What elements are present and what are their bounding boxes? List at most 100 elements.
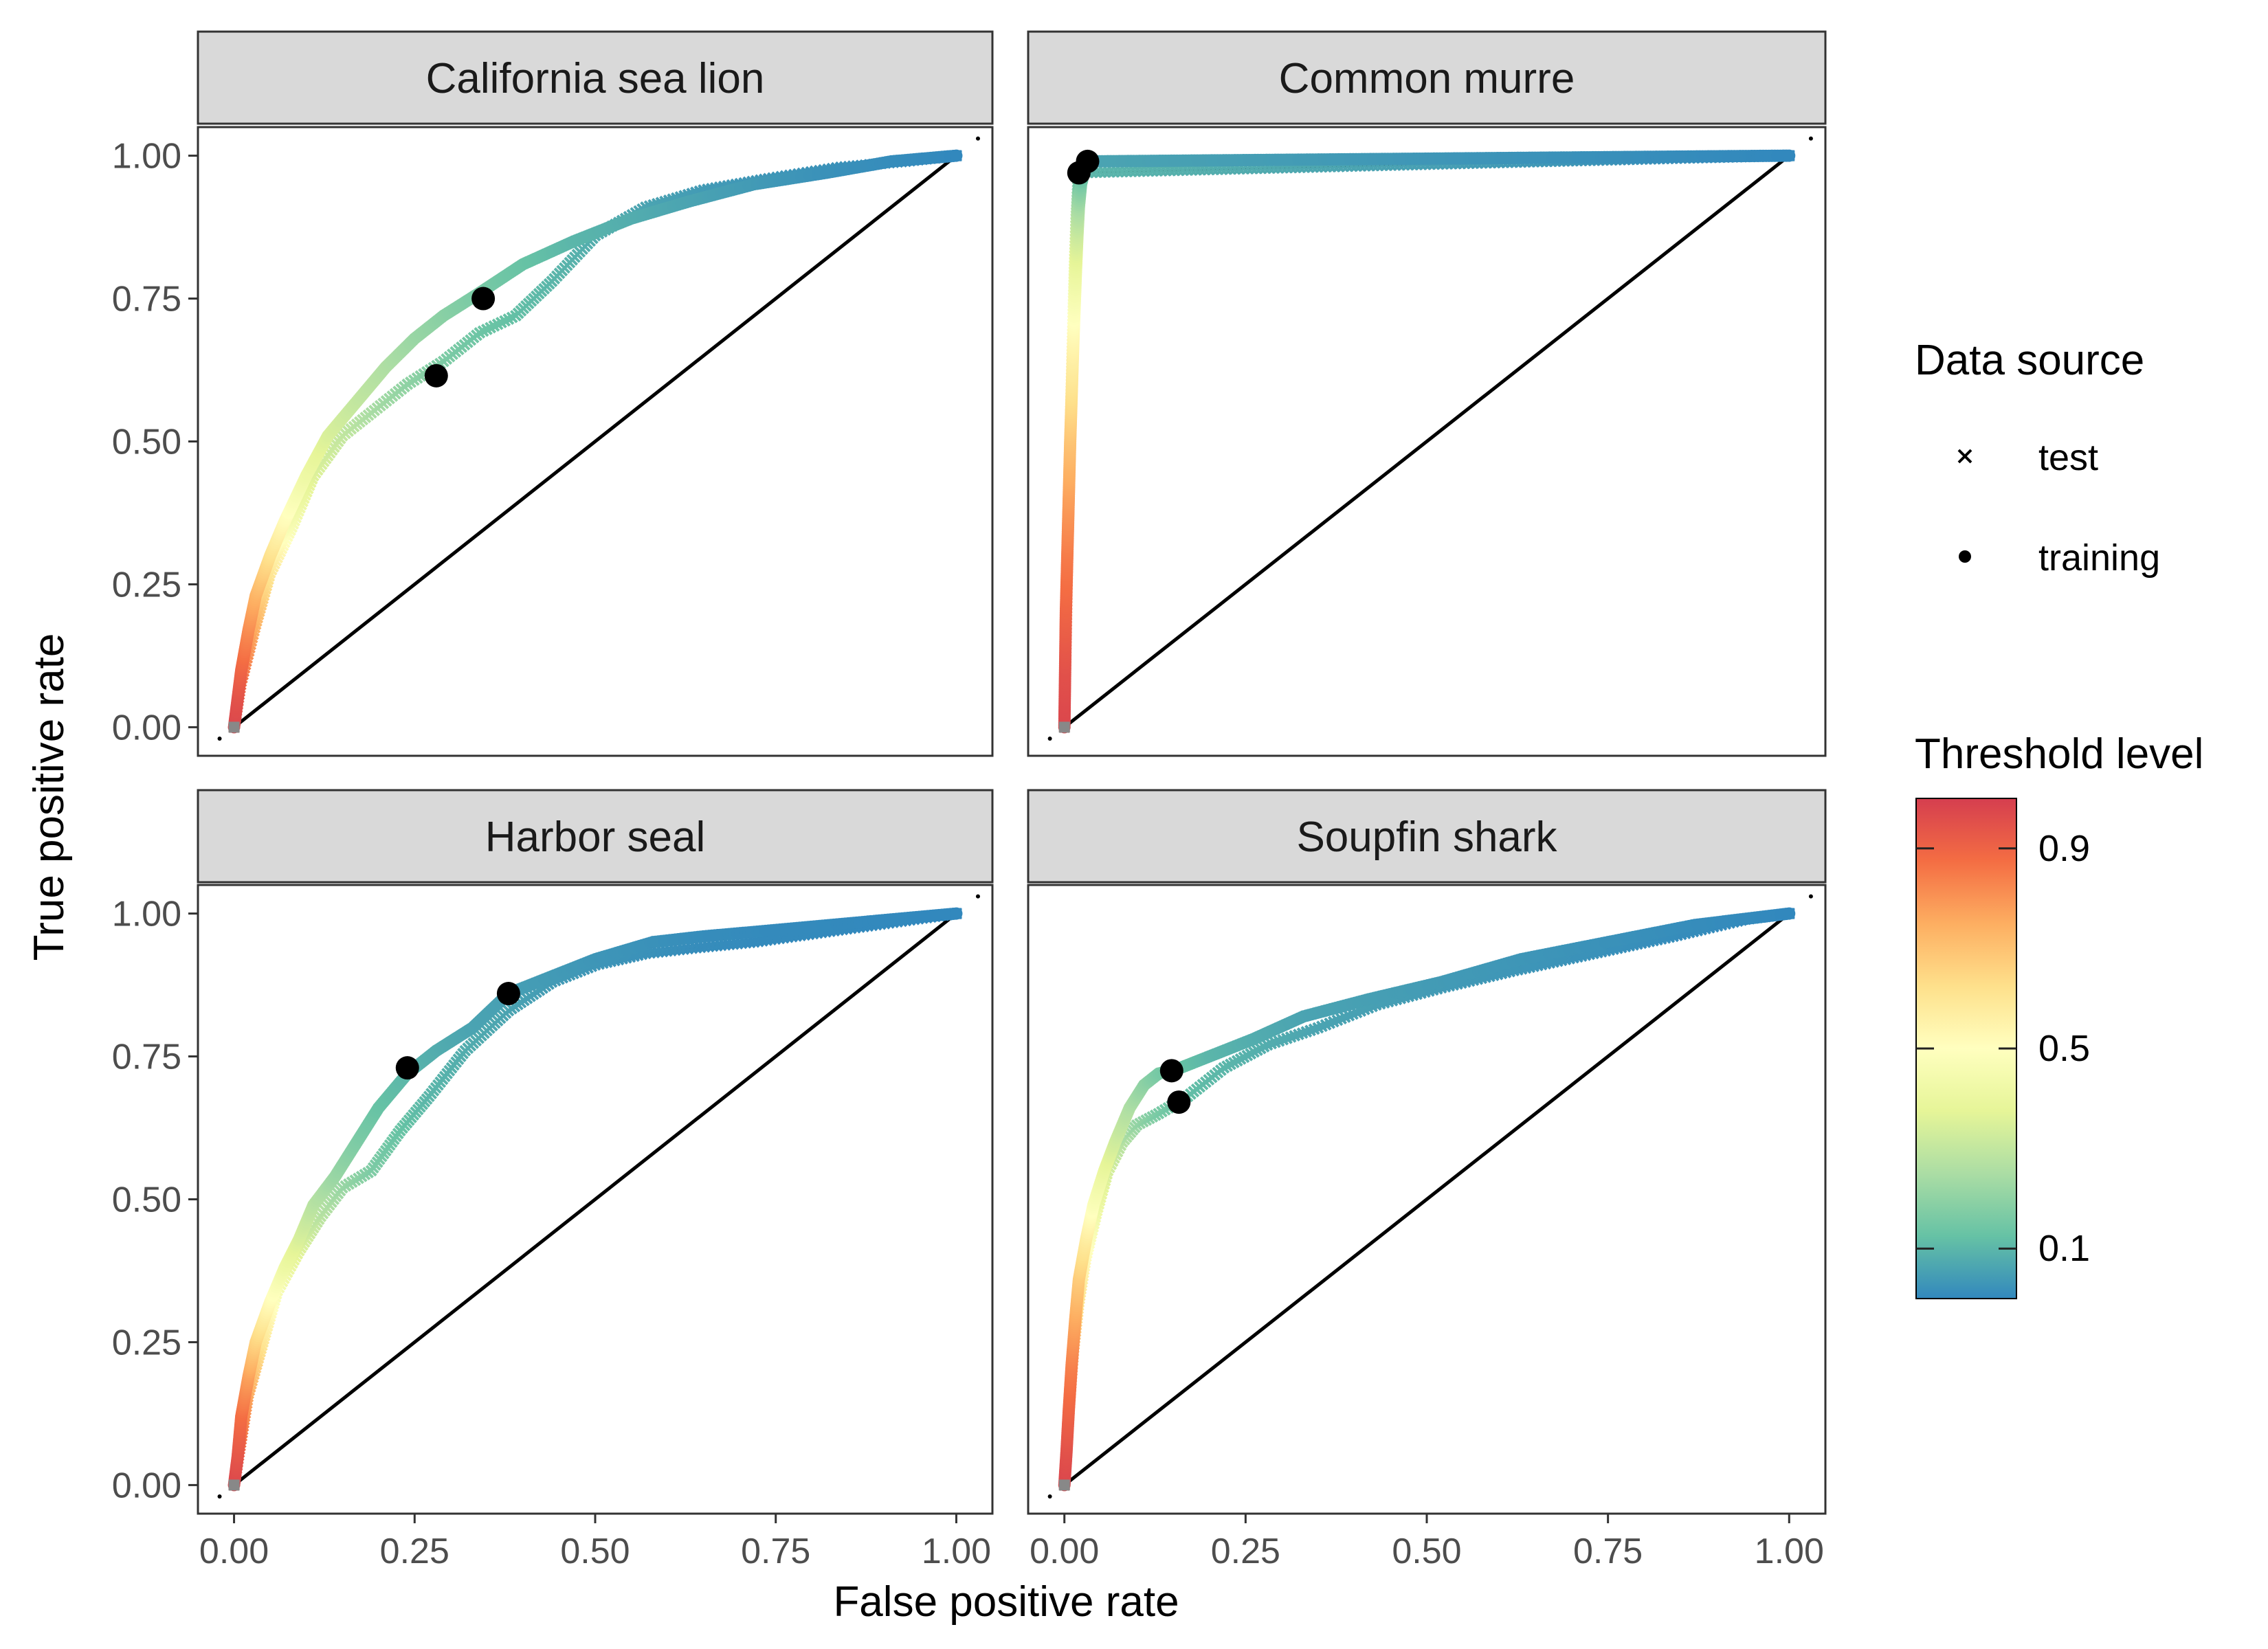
optimal-threshold-point <box>424 363 448 388</box>
legend: Data source test training Threshold level… <box>1915 337 2203 1299</box>
x-tick-label: 0.25 <box>380 1532 449 1571</box>
facet-strip-label: California sea lion <box>426 55 765 102</box>
test-point <box>1164 164 1176 177</box>
cross-marker-icon <box>1957 449 1972 464</box>
facet-panel: Soupfin shark 0.00 0.25 0.50 0.75 1.00 <box>1027 789 1827 1571</box>
axis-titles: False positive rate True positive rate <box>25 633 1179 1626</box>
diagonal-reference-line <box>1063 154 1790 729</box>
test-point <box>1186 164 1198 177</box>
shape-legend-entries: test training <box>1957 437 2160 579</box>
colorbar-tick-label: 0.1 <box>2038 1228 2090 1269</box>
test-point <box>1133 166 1146 177</box>
diagonal-reference-line <box>232 912 958 1487</box>
optimal-threshold-point <box>471 287 496 311</box>
y-tick-label: 0.75 <box>112 1037 181 1077</box>
y-axis-title: True positive rate <box>25 633 73 961</box>
facet-strip <box>1027 30 1827 125</box>
y-tick-label: 0.00 <box>112 1466 181 1505</box>
optimal-threshold-point <box>395 1056 419 1080</box>
colorbar-tick-label: 0.9 <box>2038 828 2090 869</box>
optimal-threshold-point <box>496 982 520 1006</box>
colorbar: 0.1 0.5 0.9 <box>1915 798 2090 1299</box>
test-point <box>1199 164 1210 176</box>
test-point <box>1190 164 1202 176</box>
y-tick-label: 0.00 <box>112 708 181 748</box>
facet-strip <box>1027 789 1827 884</box>
corner-mark <box>217 737 222 741</box>
x-tick-label: 0.25 <box>1211 1532 1280 1571</box>
y-tick-label: 0.75 <box>112 280 181 319</box>
shape-legend-label: training <box>2038 537 2160 579</box>
test-point <box>1099 166 1111 179</box>
test-point <box>1094 166 1107 179</box>
roc-start-point <box>1058 1479 1070 1491</box>
facet-strip-label: Common murre <box>1279 55 1575 102</box>
test-point <box>1181 164 1193 177</box>
facet-panel: California sea lion 0.00 0.25 0.50 0.75 1.00 <box>112 30 994 757</box>
test-point <box>1125 166 1137 178</box>
facet-panel: Common murre <box>1027 30 1827 757</box>
corner-mark <box>1047 737 1052 741</box>
roc-end-point <box>950 908 962 919</box>
shape-legend-title: Data source <box>1915 337 2144 384</box>
roc-start-point <box>228 721 240 733</box>
y-tick-label: 0.50 <box>112 423 181 462</box>
test-point <box>1159 165 1172 177</box>
test-point <box>1168 164 1180 177</box>
test-point <box>1177 164 1189 177</box>
corner-mark <box>1047 1494 1052 1499</box>
test-point <box>1150 165 1163 177</box>
roc-end-point <box>1783 150 1795 161</box>
roc-start-point <box>1058 721 1070 733</box>
x-tick-label: 0.00 <box>199 1532 269 1571</box>
test-point <box>1137 165 1150 177</box>
color-legend-title: Threshold level <box>1915 730 2203 778</box>
test-point <box>1103 166 1115 178</box>
dot-marker-icon <box>1959 550 1971 563</box>
x-tick-label: 1.00 <box>922 1532 991 1571</box>
x-axis-title: False positive rate <box>833 1578 1179 1626</box>
facet-strip <box>197 30 994 125</box>
test-point <box>1120 166 1133 178</box>
y-tick-label: 1.00 <box>112 895 181 934</box>
roc-start-point <box>228 1479 240 1491</box>
x-tick-label: 0.75 <box>1573 1532 1643 1571</box>
y-tick-label: 0.50 <box>112 1180 181 1220</box>
optimal-threshold-point <box>1159 1059 1183 1083</box>
diagonal-reference-line <box>232 154 958 729</box>
corner-mark <box>975 894 980 899</box>
roc-end-point <box>950 150 962 161</box>
corner-mark <box>975 136 980 141</box>
corner-mark <box>1808 136 1813 141</box>
x-tick-label: 0.50 <box>1392 1532 1461 1571</box>
test-point <box>1194 164 1206 176</box>
test-point <box>1107 166 1120 178</box>
shape-legend-label: test <box>2038 437 2098 478</box>
y-tick-label: 0.25 <box>112 1323 181 1362</box>
test-point <box>1172 164 1185 177</box>
y-tick-label: 0.25 <box>112 565 181 605</box>
test-point <box>1142 165 1155 177</box>
optimal-threshold-point <box>1067 161 1091 185</box>
test-point <box>1129 166 1142 177</box>
diagonal-reference-line <box>1063 912 1790 1487</box>
x-tick-label: 0.75 <box>741 1532 810 1571</box>
shape-legend-entry: training <box>1959 537 2160 579</box>
optimal-threshold-point <box>1167 1090 1191 1114</box>
corner-mark <box>1808 894 1813 899</box>
x-tick-label: 0.50 <box>560 1532 630 1571</box>
facet-strip-label: Harbor seal <box>485 814 705 861</box>
panels-layer: California sea lion 0.00 0.25 0.50 0.75 1.00 C… <box>112 30 1827 1571</box>
colorbar-tick-label: 0.5 <box>2038 1028 2090 1069</box>
x-tick-label: 0.00 <box>1030 1532 1099 1571</box>
x-tick-label: 1.00 <box>1755 1532 1824 1571</box>
facet-panel: Harbor seal 0.00 0.25 0.50 0.75 1.00 0.00 0.25 0… <box>112 789 994 1571</box>
test-point <box>1155 165 1167 177</box>
test-point <box>1146 165 1159 177</box>
facet-strip-label: Soupfin shark <box>1296 814 1557 861</box>
test-point <box>1112 166 1124 178</box>
roc-end-point <box>1783 908 1795 919</box>
facet-strip <box>197 789 994 884</box>
corner-mark <box>217 1494 222 1499</box>
